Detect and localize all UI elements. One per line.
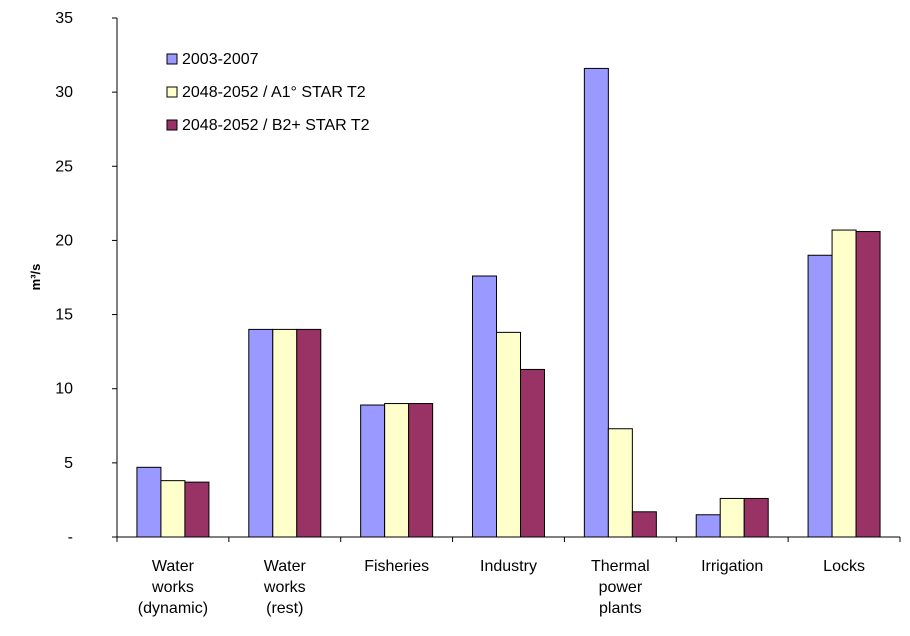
category-label: Fisheries	[364, 558, 429, 575]
category-label-line: Water	[264, 558, 307, 575]
y-axis-label: m³/s	[28, 264, 43, 291]
y-tick-label: 30	[55, 84, 73, 101]
bar-series-3-cat-7	[855, 231, 881, 538]
category-label: Water works (dynamic)	[138, 558, 208, 617]
bar-series-2-cat-6	[719, 497, 745, 538]
category-label-line: power	[599, 579, 643, 596]
legend-label: 2048-2052 / A1° STAR T2	[182, 84, 366, 101]
category-label: Industry	[480, 558, 537, 575]
category-label-line: Thermal	[591, 558, 650, 575]
bar-series-3-cat-4	[520, 368, 545, 538]
y-tick-label: 5	[64, 455, 73, 472]
category-label: Thermal power plants	[591, 558, 650, 617]
category-label-line: Water	[152, 558, 195, 575]
category-label-line: Locks	[823, 558, 865, 575]
y-tick-label: 35	[55, 10, 73, 27]
bar-series-1-cat-4	[472, 275, 497, 538]
legend: 2003-2007 2048-2052 / A1° STAR T2 2048-205…	[166, 51, 370, 134]
bar-series-1-cat-7	[807, 254, 833, 538]
legend-swatch	[166, 53, 178, 65]
y-tick-label: 25	[55, 158, 73, 175]
legend-label: 2048-2052 / B2+ STAR T2	[182, 117, 370, 134]
y-tick-label: 20	[55, 232, 73, 249]
bar-series-1-cat-3	[360, 404, 386, 538]
bar-series-1-cat-1	[136, 466, 162, 538]
axes-group: - 5 10 15 20 25 30 35 Water works (dynamic) Water wo…	[55, 10, 901, 617]
category-label: Locks	[823, 558, 865, 575]
bar-series-2-cat-2	[272, 328, 298, 538]
bar-series-2-cat-7	[831, 229, 857, 538]
bar-series-1-cat-2	[248, 328, 274, 538]
bar-series-3-cat-2	[296, 328, 322, 538]
category-label-line: Industry	[480, 558, 537, 575]
bar-series-2-cat-5	[607, 428, 633, 538]
legend-label: 2003-2007	[182, 51, 259, 68]
bar-series-1-cat-6	[695, 514, 721, 538]
legend-swatch	[166, 86, 178, 98]
bar-series-3-cat-3	[408, 403, 434, 538]
bar-series-2-cat-3	[384, 403, 410, 538]
category-label-line: (rest)	[266, 600, 303, 617]
category-label-line: works	[263, 579, 306, 596]
category-label-line: plants	[599, 600, 642, 617]
category-label-line: (dynamic)	[138, 600, 208, 617]
category-label-line: Irrigation	[701, 558, 763, 575]
category-label-line: Fisheries	[364, 558, 429, 575]
bar-series-1-cat-5	[583, 67, 609, 538]
bars-group	[136, 67, 881, 538]
category-label: Irrigation	[701, 558, 763, 575]
bar-series-3-cat-1	[184, 481, 210, 538]
y-tick-label: -	[68, 529, 73, 546]
bar-series-2-cat-4	[496, 331, 521, 538]
legend-swatch	[166, 119, 178, 131]
y-tick-label: 10	[55, 381, 73, 398]
bar-series-3-cat-6	[743, 497, 769, 538]
category-label: Water works (rest)	[263, 558, 307, 617]
bar-series-3-cat-5	[631, 511, 657, 538]
bar-series-2-cat-1	[160, 480, 186, 538]
category-label-line: works	[151, 579, 194, 596]
y-tick-label: 15	[55, 307, 73, 324]
